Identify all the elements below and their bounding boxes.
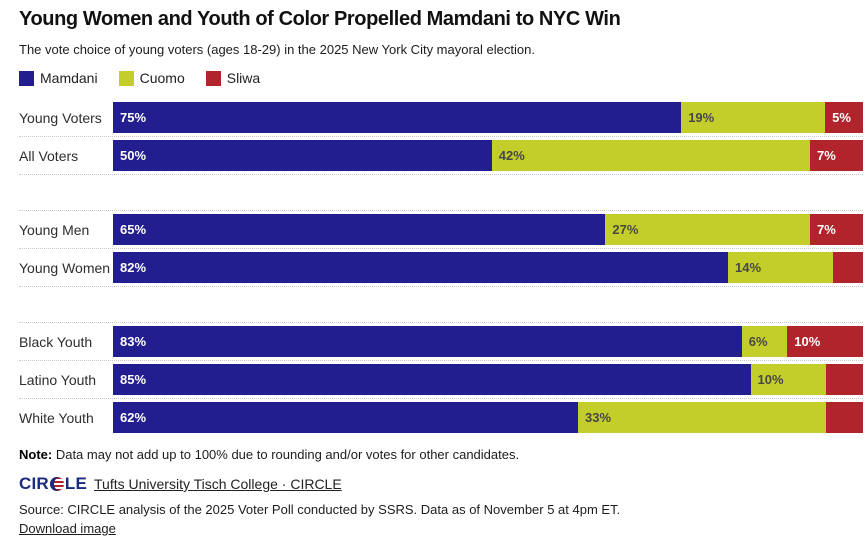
bar-segment-cuomo: 10%: [750, 364, 826, 395]
circle-logo-text-right: LE: [64, 474, 88, 493]
bar-segment-mamdani: 83%: [113, 326, 742, 357]
stacked-bar: 75% 19% 5%: [113, 102, 863, 133]
segment-value-label: 42%: [498, 148, 525, 163]
row-label: Young Women: [19, 259, 111, 276]
segment-value-label: 5%: [832, 110, 851, 125]
bar-segment-cuomo: 14%: [728, 252, 833, 283]
row-label: Latino Youth: [19, 371, 97, 388]
segment-value-label: 27%: [612, 222, 639, 237]
chart-row-inner: White Youth 62% 33%: [19, 402, 863, 433]
chart-row-inner: Young Men 65% 27% 7%: [19, 214, 863, 245]
segment-value-label: 62%: [120, 410, 147, 425]
segment-value-label: 75%: [120, 110, 147, 125]
segment-value-label: 83%: [120, 334, 147, 349]
group-separator: [19, 290, 863, 323]
legend: Mamdani Cuomo Sliwa: [19, 70, 865, 86]
bar-segment-mamdani: 82%: [113, 252, 728, 283]
attribution-line: CIR LE Tufts University Tisch College · C…: [19, 474, 865, 494]
segment-value-label: 19%: [688, 110, 715, 125]
bar-segment-cuomo: 19%: [681, 102, 826, 133]
segment-value-label: 85%: [120, 372, 147, 387]
segment-value-label: 7%: [816, 148, 836, 163]
segment-value-label: 10%: [794, 334, 821, 349]
chart-group: Young Men 65% 27% 7% Young Women 82% 14%: [19, 214, 863, 287]
stacked-bar: 62% 33%: [113, 402, 863, 433]
download-image-link[interactable]: Download image: [19, 521, 116, 536]
circle-logo-text-left: CIR: [19, 474, 49, 493]
row-label: Young Men: [19, 221, 90, 238]
bar-segment-mamdani: 85%: [113, 364, 751, 395]
legend-label: Cuomo: [139, 70, 185, 86]
bar-segment-sliwa: 10%: [787, 326, 863, 357]
chart-row: Young Women 82% 14%: [19, 252, 863, 287]
source-line: Source: CIRCLE analysis of the 2025 Vote…: [19, 502, 621, 517]
segment-value-label: 82%: [120, 260, 147, 275]
segment-value-label: 65%: [120, 222, 147, 237]
chart-row-inner: Latino Youth 85% 10%: [19, 364, 863, 395]
bar-segment-mamdani: 50%: [113, 140, 492, 171]
bar-segment-cuomo: 27%: [605, 214, 810, 245]
chart-row: Latino Youth 85% 10%: [19, 364, 863, 399]
legend-swatch-icon: [205, 70, 221, 86]
chart-row: Black Youth 83% 6% 10%: [19, 326, 863, 361]
stacked-bar: 83% 6% 10%: [113, 326, 863, 357]
bar-segment-cuomo: 6%: [741, 326, 788, 357]
chart-row: Young Men 65% 27% 7%: [19, 214, 863, 249]
stacked-bar: 50% 42% 7%: [113, 140, 863, 171]
footnote-text: Data may not add up to 100% due to round…: [52, 447, 520, 462]
bar-segment-mamdani: 62%: [113, 402, 578, 433]
row-label: White Youth: [19, 409, 94, 426]
legend-item-cuomo: Cuomo: [118, 70, 185, 86]
circle-logo-icon: [49, 477, 64, 491]
legend-item-sliwa: Sliwa: [205, 70, 261, 86]
stacked-bar-chart: Young Voters 75% 19% 5% All Voters 50% 42% 7% Yo…: [19, 102, 863, 433]
chart-row-inner: Black Youth 83% 6% 10%: [19, 326, 863, 357]
chart-row: Young Voters 75% 19% 5%: [19, 102, 863, 137]
page-title: Young Women and Youth of Color Propelled…: [19, 8, 621, 30]
bar-segment-cuomo: 33%: [578, 402, 826, 433]
bar-segment-cuomo: 42%: [491, 140, 810, 171]
footnote-label: Note:: [19, 447, 53, 462]
chart-row: All Voters 50% 42% 7%: [19, 140, 863, 175]
bar-segment-sliwa: [833, 252, 863, 283]
bar-segment-sliwa: 7%: [809, 214, 863, 245]
group-separator: [19, 178, 863, 211]
segment-value-label: 6%: [748, 334, 768, 349]
bar-segment-sliwa: 7%: [809, 140, 863, 171]
legend-label: Sliwa: [226, 70, 261, 86]
attribution-link[interactable]: Tufts University Tisch College · CIRCLE: [94, 476, 342, 492]
circle-logo: CIR LE: [19, 474, 87, 494]
chart-row-inner: Young Voters 75% 19% 5%: [19, 102, 863, 133]
legend-swatch-icon: [118, 70, 134, 86]
legend-label: Mamdani: [40, 70, 98, 86]
legend-swatch-icon: [19, 70, 34, 86]
bar-segment-sliwa: 5%: [825, 102, 863, 133]
chart-row-inner: All Voters 50% 42% 7%: [19, 140, 863, 171]
stacked-bar: 85% 10%: [113, 364, 863, 395]
footnote: Note: Data may not add up to 100% due to…: [19, 447, 865, 462]
legend-item-mamdani: Mamdani: [19, 70, 98, 86]
row-label: Black Youth: [19, 333, 93, 350]
bar-segment-sliwa: [825, 364, 863, 395]
chart-subtitle: The vote choice of young voters (ages 18…: [19, 42, 535, 57]
segment-value-label: 33%: [585, 410, 612, 425]
chart-row-inner: Young Women 82% 14%: [19, 252, 863, 283]
stacked-bar: 82% 14%: [113, 252, 863, 283]
chart-group: Black Youth 83% 6% 10% Latino Youth 85% 10% Whi…: [19, 326, 863, 433]
chart-group: Young Voters 75% 19% 5% All Voters 50% 42% 7%: [19, 102, 863, 175]
row-label: Young Voters: [19, 109, 102, 126]
chart-row: White Youth 62% 33%: [19, 402, 863, 433]
segment-value-label: 7%: [816, 222, 836, 237]
segment-value-label: 10%: [757, 372, 784, 387]
segment-value-label: 14%: [735, 260, 762, 275]
stacked-bar: 65% 27% 7%: [113, 214, 863, 245]
row-label: All Voters: [19, 147, 79, 164]
bar-segment-mamdani: 65%: [113, 214, 606, 245]
segment-value-label: 50%: [120, 148, 147, 163]
bar-segment-mamdani: 75%: [113, 102, 682, 133]
bar-segment-sliwa: [825, 402, 863, 433]
